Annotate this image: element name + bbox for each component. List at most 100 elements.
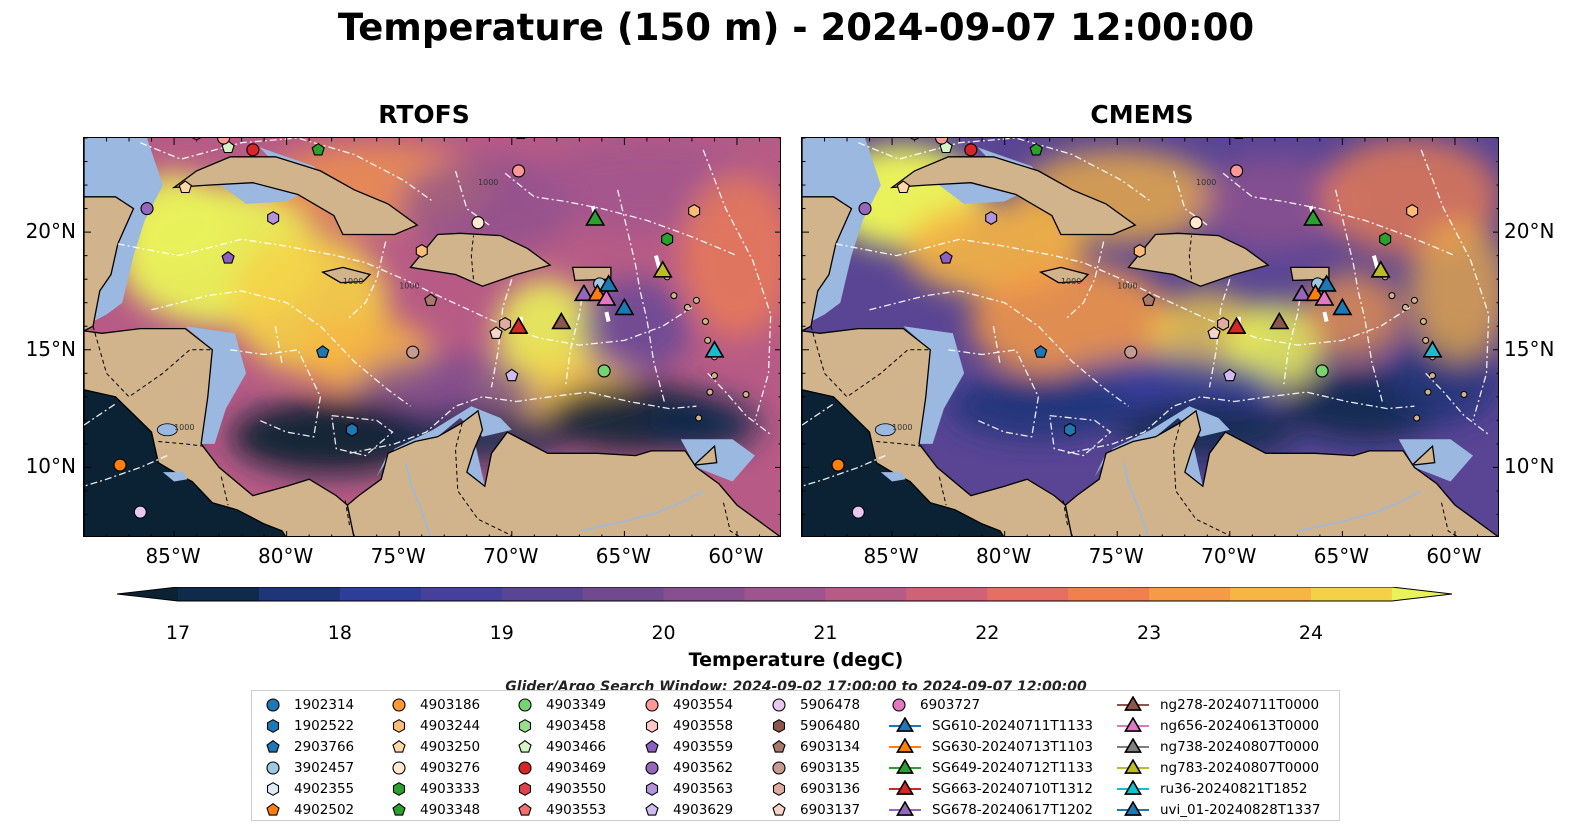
glider-marker [1422,340,1443,358]
colorbar-tick-label: 18 [327,622,352,644]
legend-label: 4903348 [420,801,481,818]
legend-label: 6903136 [800,780,861,797]
legend-label: uvi_01-20240828T1337 [1160,801,1321,818]
argo-float-marker [939,251,953,264]
legend-label: 4903244 [420,717,481,734]
argo-float-marker [935,138,949,145]
argo-float-marker [1124,345,1138,359]
legend-label: 4903333 [420,780,481,797]
legend-entry: ng738-20240807T0000 [1116,736,1320,757]
argo-float-marker [192,138,202,140]
legend-entry: 4902502 [262,799,354,820]
argo-float-marker [512,164,526,178]
argo-float-marker [471,216,485,230]
colorbar-bin [582,587,665,601]
argo-float-marker [1133,243,1146,258]
lon-tick-label: 75°W [370,544,426,568]
legend-entry: 4903469 [514,757,606,778]
legend-entry: ng278-20240711T0000 [1116,694,1320,715]
colorbar-extend-low [117,587,178,601]
glider-marker [1316,274,1337,292]
argo-legend-icon [772,697,786,712]
argo-legend-icon [518,697,532,712]
argo-float-marker [858,202,872,216]
legend-entry: 4903250 [388,736,480,757]
legend-entry: 3902457 [262,757,354,778]
legend-label: 4902355 [294,780,355,797]
legend-label: 2903766 [294,738,355,755]
argo-float-marker [1207,326,1221,339]
legend-label: ru36-20240821T1852 [1160,780,1308,797]
legend-entry: 4903244 [388,715,480,736]
glider-legend-icon [889,758,921,774]
legend-label: 1902522 [294,717,355,734]
glider-marker [1226,316,1247,334]
legend-entry: SG649-20240712T1133 [888,757,1093,778]
argo-legend-icon [772,781,786,796]
argo-float-marker [217,138,231,145]
legend-entry: 4903559 [641,736,733,757]
argo-float-marker [1217,316,1230,331]
legend-label: 4903250 [420,738,481,755]
glider-marker [1314,288,1335,306]
figure-title: Temperature (150 m) - 2024-09-07 12:00:0… [337,6,1255,49]
argo-float-marker [1223,368,1237,382]
argo-float-marker [133,505,147,519]
map-panel-rtofs: 1000 1000 1000 1000 [83,137,781,537]
legend-column: ng278-20240711T0000 ng656-20240613T0000 ng… [1116,694,1320,820]
colorbar-bin [339,587,422,601]
legend-entry: ng656-20240613T0000 [1116,715,1320,736]
argo-float-marker [424,293,438,306]
legend-label: ng656-20240613T0000 [1160,717,1320,734]
colorbar-tick-label: 19 [489,622,514,644]
legend-label: 6903134 [800,738,861,755]
legend-label: SG610-20240711T1133 [932,717,1093,734]
argo-legend-icon [645,802,659,816]
colorbar-extend-high [1391,587,1452,601]
legend-label: 4903562 [673,759,734,776]
legend-entry: 4902355 [262,778,354,799]
legend-entry: SG610-20240711T1133 [888,715,1093,736]
argo-float-marker [178,180,192,194]
legend-label: 4902502 [294,801,355,818]
legend: 1902314 1902522 2903766 3902457 4902355 49025… [251,690,1340,821]
argo-legend-icon [392,739,406,753]
colorbar-bin [1230,587,1312,601]
legend-entry: SG663-20240710T1312 [888,778,1093,799]
legend-label: 4903553 [546,801,607,818]
argo-float-marker [113,458,127,472]
legend-entry: 4903186 [388,694,480,715]
argo-float-marker [1406,203,1419,218]
argo-legend-icon [266,802,280,816]
lon-tick-label: 75°W [1088,544,1144,568]
glider-legend-icon [889,779,921,795]
legend-column: 4903186 4903244 4903250 4903276 4903333 49033… [388,694,480,820]
svg-text:1000: 1000 [1117,282,1137,291]
argo-float-marker [140,202,154,216]
argo-float-marker [415,243,428,258]
argo-legend-icon [645,739,659,753]
lat-tick-label: 15°N [1504,336,1555,361]
glider-marker [596,288,617,306]
legend-label: ng738-20240807T0000 [1160,738,1320,755]
glider-marker [1305,283,1326,302]
argo-float-marker [688,203,701,218]
argo-float-marker [831,458,845,472]
legend-label: 4903349 [546,696,607,713]
colorbar-bin [906,587,988,601]
legend-label: 4903550 [546,780,607,797]
argo-legend-icon [772,739,786,753]
legend-entry: 4903276 [388,757,480,778]
argo-legend-icon [266,718,280,733]
argo-float-marker [1315,364,1329,378]
argo-legend-icon [518,739,532,753]
legend-entry: 4903333 [388,778,480,799]
legend-entry: 6903727 [888,694,1093,715]
legend-entry: 4903466 [514,736,606,757]
legend-label: 4903186 [420,696,481,713]
glider-marker [551,311,572,330]
argo-legend-icon [645,781,659,796]
lon-tick-label: 60°W [708,544,764,568]
argo-legend-icon [645,697,659,712]
legend-label: ng783-20240807T0000 [1160,759,1320,776]
